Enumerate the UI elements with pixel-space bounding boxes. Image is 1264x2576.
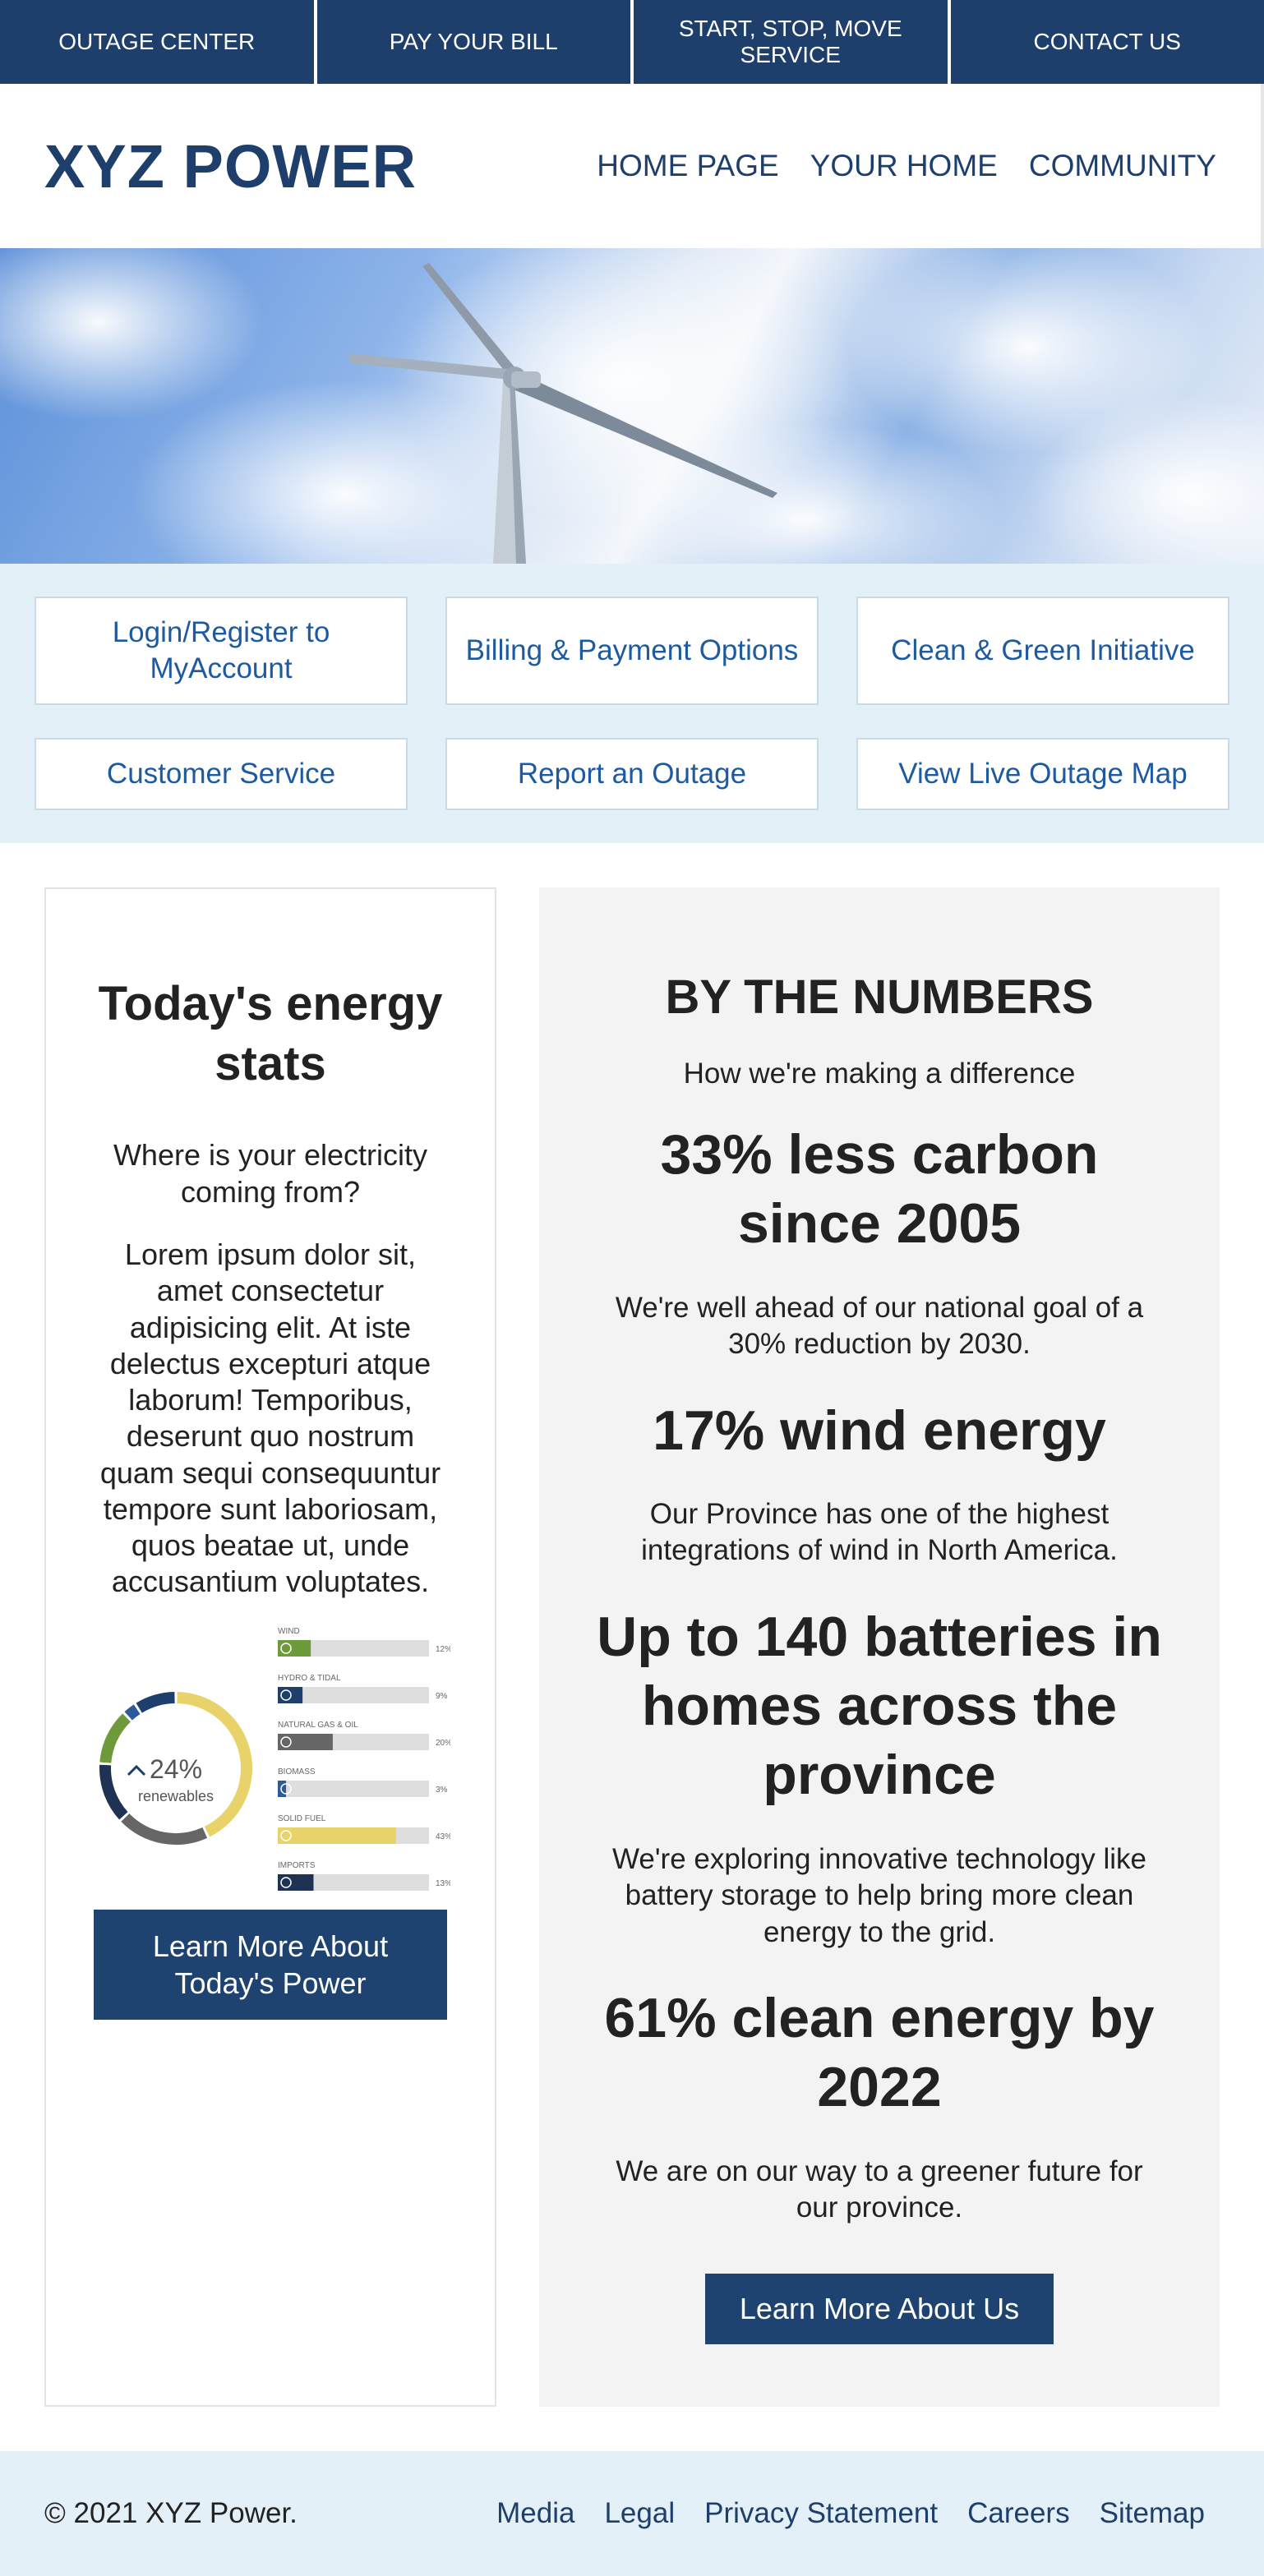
site-header: XYZ POWER HOME PAGE YOUR HOME COMMUNITY xyxy=(0,84,1264,248)
source-bar-fill xyxy=(278,1781,286,1797)
source-bar-fill xyxy=(278,1874,313,1891)
source-percent: 3% xyxy=(436,1786,448,1795)
source-bars: WIND 12% HYDRO & TIDAL 9% NATURAL GAS & OIL 2… xyxy=(278,1627,450,1891)
source-label: IMPORTS xyxy=(278,1861,316,1870)
site-footer: © 2021 XYZ Power. Media Legal Privacy St… xyxy=(0,2451,1264,2576)
main-content: Today's energy stats Where is your elect… xyxy=(0,843,1264,2451)
footer-link-privacy[interactable]: Privacy Statement xyxy=(704,2497,938,2530)
stat-wind: 17% wind energy xyxy=(597,1396,1162,1465)
copyright: © 2021 XYZ Power. xyxy=(44,2497,298,2530)
energy-stats-subtitle: Where is your electricity coming from? xyxy=(94,1136,447,1210)
stat-wind-desc: Our Province has one of the highest inte… xyxy=(597,1496,1162,1569)
quick-link-report-outage[interactable]: Report an Outage xyxy=(445,738,819,810)
stat-clean-energy-desc: We are on our way to a greener future fo… xyxy=(597,2154,1162,2227)
footer-link-legal[interactable]: Legal xyxy=(604,2497,675,2530)
source-percent: 9% xyxy=(436,1692,448,1701)
numbers-title: BY THE NUMBERS xyxy=(597,970,1162,1025)
donut-slice-hydro-tidal xyxy=(139,1698,174,1708)
stat-clean-energy: 61% clean energy by 2022 xyxy=(597,1984,1162,2122)
chevron-up-icon xyxy=(128,1767,145,1775)
top-link-pay-bill[interactable]: PAY YOUR BILL xyxy=(317,0,631,84)
source-percent: 20% xyxy=(436,1739,450,1748)
stat-carbon: 33% less carbon since 2005 xyxy=(597,1120,1162,1259)
donut-slice-wind xyxy=(105,1717,127,1763)
energy-stats-body: Lorem ipsum dolor sit, amet consectetur … xyxy=(94,1237,447,1601)
source-percent: 43% xyxy=(436,1832,450,1841)
footer-link-media[interactable]: Media xyxy=(496,2497,574,2530)
source-percent: 12% xyxy=(436,1645,450,1654)
learn-more-about-us-button[interactable]: Learn More About Us xyxy=(705,2274,1054,2344)
donut-slice-biomass xyxy=(128,1709,136,1716)
source-label: WIND xyxy=(278,1627,300,1636)
top-link-outage-center[interactable]: OUTAGE CENTER xyxy=(0,0,314,84)
hero-image xyxy=(0,248,1264,564)
source-bar-track xyxy=(278,1781,429,1797)
nav-your-home[interactable]: YOUR HOME xyxy=(810,149,998,183)
by-the-numbers-card: BY THE NUMBERS How we're making a differ… xyxy=(539,887,1220,2407)
source-bar-fill xyxy=(278,1640,311,1657)
footer-nav: Media Legal Privacy Statement Careers Si… xyxy=(496,2497,1205,2530)
source-label: SOLID FUEL xyxy=(278,1814,326,1823)
nav-home-page[interactable]: HOME PAGE xyxy=(597,149,778,183)
wind-turbine-illustration xyxy=(0,248,1264,564)
stat-batteries: Up to 140 batteries in homes across the … xyxy=(597,1602,1162,1810)
quick-link-clean-green[interactable]: Clean & Green Initiative xyxy=(856,597,1229,705)
footer-link-careers[interactable]: Careers xyxy=(967,2497,1069,2530)
nav-community[interactable]: COMMUNITY xyxy=(1029,149,1216,183)
source-label: NATURAL GAS & OIL xyxy=(278,1721,358,1730)
donut-value: 24% xyxy=(150,1754,202,1784)
donut-slice-imports xyxy=(105,1765,123,1816)
source-bar-fill xyxy=(278,1734,333,1750)
top-link-contact-us[interactable]: CONTACT US xyxy=(951,0,1264,84)
donut-label: renewables xyxy=(138,1788,214,1804)
learn-more-todays-power-button[interactable]: Learn More About Today's Power xyxy=(94,1910,447,2020)
footer-link-sitemap[interactable]: Sitemap xyxy=(1100,2497,1205,2530)
top-link-start-stop-move[interactable]: START, STOP, MOVE SERVICE xyxy=(634,0,948,84)
numbers-subtitle: How we're making a difference xyxy=(597,1058,1162,1090)
source-bar-fill xyxy=(278,1827,396,1844)
quick-links: Login/Register to MyAccount Billing & Pa… xyxy=(0,564,1264,843)
utility-nav: OUTAGE CENTER PAY YOUR BILL START, STOP,… xyxy=(0,0,1264,84)
stat-carbon-desc: We're well ahead of our national goal of… xyxy=(597,1290,1162,1363)
energy-mix-graphic: 24% renewables WIND 12% HYDRO & TIDAL 9% NAT… xyxy=(94,1622,447,1901)
source-label: HYDRO & TIDAL xyxy=(278,1674,341,1683)
energy-mix-chart: 24% renewables WIND 12% HYDRO & TIDAL 9% NAT… xyxy=(94,1622,450,1901)
source-percent: 13% xyxy=(436,1879,450,1888)
quick-link-billing-payment[interactable]: Billing & Payment Options xyxy=(445,597,819,705)
quick-link-login-register[interactable]: Login/Register to MyAccount xyxy=(35,597,408,705)
donut-slice-natural-gas-oil xyxy=(125,1818,205,1839)
stat-batteries-desc: We're exploring innovative technology li… xyxy=(597,1841,1162,1951)
main-nav: HOME PAGE YOUR HOME COMMUNITY xyxy=(597,149,1216,183)
energy-stats-title: Today's energy stats xyxy=(94,975,447,1094)
site-logo[interactable]: XYZ POWER xyxy=(44,131,417,201)
energy-stats-card: Today's energy stats Where is your elect… xyxy=(44,887,496,2407)
source-label: BIOMASS xyxy=(278,1767,316,1776)
quick-link-customer-service[interactable]: Customer Service xyxy=(35,738,408,810)
quick-link-outage-map[interactable]: View Live Outage Map xyxy=(856,738,1229,810)
